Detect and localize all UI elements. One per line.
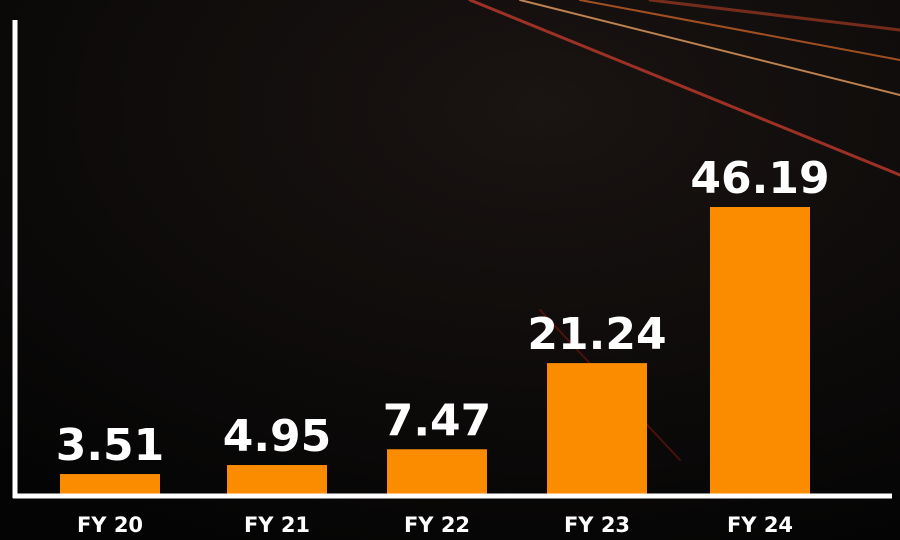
x-tick-label: FY 20 <box>77 513 143 537</box>
bar <box>387 449 487 496</box>
x-tick-label: FY 23 <box>564 513 630 537</box>
value-label: 4.95 <box>223 411 332 462</box>
plot-area: 3.51 FY 20 4.95 FY 21 7.47 FY 22 21.24 FY 23 46.… <box>56 153 830 537</box>
value-label: 46.19 <box>690 153 829 204</box>
x-tick-label: FY 24 <box>727 513 793 537</box>
bar <box>60 474 160 496</box>
value-label: 3.51 <box>56 420 165 471</box>
bar <box>547 363 647 496</box>
value-label: 21.24 <box>527 309 666 360</box>
x-tick-label: FY 21 <box>244 513 310 537</box>
bar <box>227 465 327 496</box>
x-tick-label: FY 22 <box>404 513 470 537</box>
bar <box>710 207 810 496</box>
light-streaks <box>468 0 900 461</box>
value-label: 7.47 <box>383 395 492 446</box>
